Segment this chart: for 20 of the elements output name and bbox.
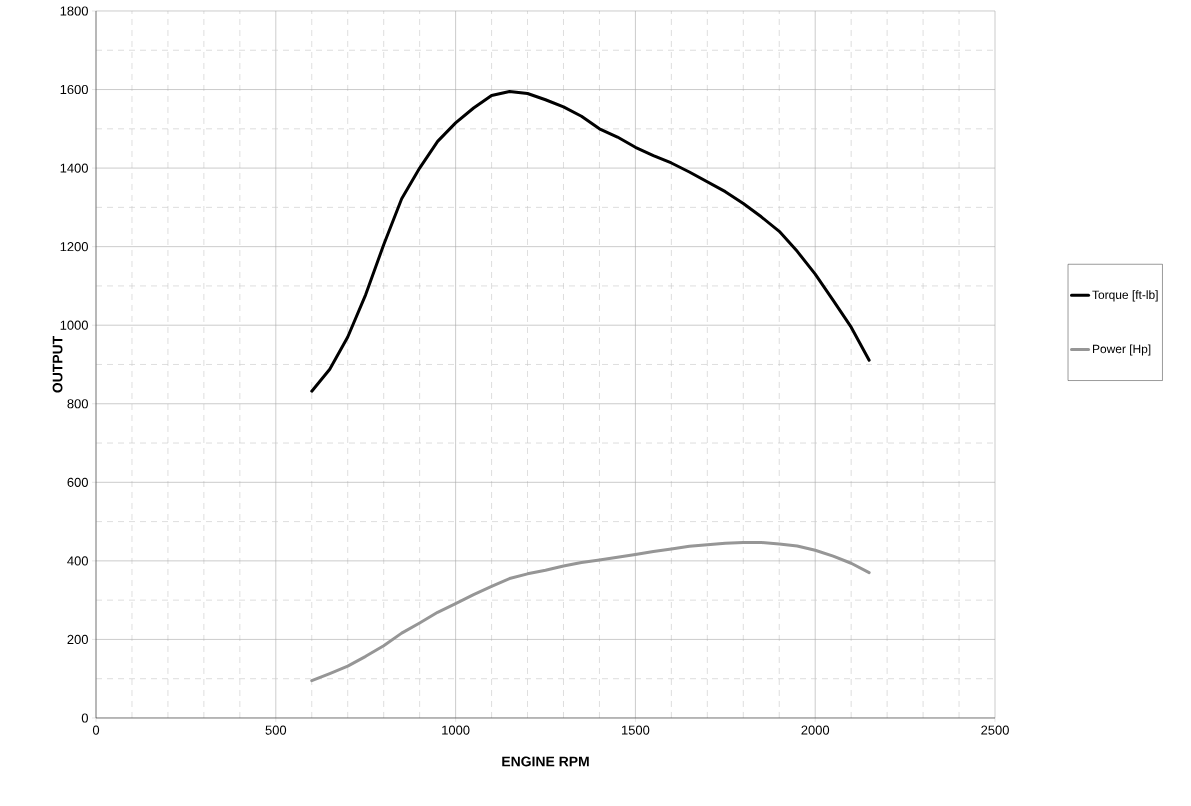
legend-label: Torque [ft-lb] bbox=[1092, 290, 1158, 302]
y-axis-title: OUTPUT bbox=[52, 335, 63, 393]
y-tick-label: 1200 bbox=[60, 242, 88, 252]
x-tick-label: 2000 bbox=[801, 725, 830, 735]
x-tick-label: 500 bbox=[265, 725, 287, 735]
y-tick-label: 1800 bbox=[60, 6, 88, 16]
y-tick-label: 1400 bbox=[60, 163, 88, 173]
y-tick-label: 400 bbox=[67, 556, 88, 566]
y-tick-label: 200 bbox=[67, 634, 88, 645]
x-tick-label: 2500 bbox=[981, 725, 1009, 735]
legend-label: Power [Hp] bbox=[1093, 344, 1151, 356]
y-tick-label: 800 bbox=[67, 399, 88, 409]
y-tick-label: 0 bbox=[81, 713, 88, 723]
y-tick-label: 1600 bbox=[60, 84, 88, 95]
x-tick-label: 1000 bbox=[442, 725, 470, 735]
y-tick-label: 1000 bbox=[60, 320, 88, 330]
y-tick-label: 600 bbox=[67, 477, 88, 487]
x-tick-label: 1500 bbox=[621, 725, 650, 735]
x-axis-title: ENGINE RPM bbox=[502, 756, 589, 767]
x-tick-label: 0 bbox=[92, 725, 100, 735]
